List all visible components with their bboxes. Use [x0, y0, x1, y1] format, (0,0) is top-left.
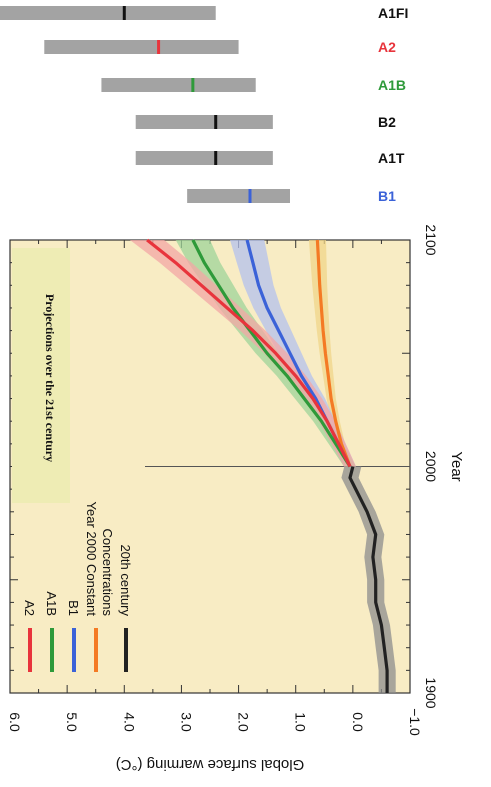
- range-bar-a1b: [101, 78, 256, 92]
- range-bar-b2: [135, 115, 273, 129]
- range-best-marker-a1fi: [122, 6, 126, 20]
- projection-annotation-box: [12, 248, 70, 503]
- temp-tick-label: 6.0: [7, 712, 23, 732]
- year-tick-label: 1900: [423, 677, 439, 708]
- series-line-a2: [146, 238, 352, 468]
- legend-label-commit-1: Year 2000 Constant: [84, 502, 99, 617]
- range-bar-a1t: [135, 151, 273, 165]
- range-bar-a1fi: [0, 6, 216, 20]
- temp-tick-label: −1.0: [407, 708, 423, 736]
- temp-tick-label: 4.0: [121, 712, 137, 732]
- x-axis-title: Year: [448, 451, 465, 481]
- legend-label-a1b: A1B: [44, 591, 59, 616]
- y-axis-title: Global surface warming (°C): [116, 756, 305, 773]
- legend-label-b1: B1: [66, 600, 81, 616]
- range-label-a1b: A1B: [378, 77, 406, 93]
- range-best-marker-a1t: [214, 151, 218, 165]
- series-line-commit: [315, 239, 352, 468]
- legend-label-20th: 20th century: [118, 544, 133, 616]
- range-label-b1: B1: [378, 188, 396, 204]
- range-best-marker-a1b: [191, 78, 195, 92]
- projection-annotation-text: Projections over the 21st century: [43, 294, 57, 462]
- legend-label-a2: A2: [22, 600, 37, 616]
- range-bar-a2: [44, 40, 239, 54]
- band-a2: [130, 240, 356, 467]
- temp-tick-label: 1.0: [293, 712, 309, 732]
- temp-tick-label: 0.0: [350, 712, 366, 732]
- series-line-20th: [348, 466, 389, 693]
- range-bar-b1: [187, 189, 290, 203]
- temp-tick-label: 3.0: [178, 712, 194, 732]
- range-label-b2: B2: [378, 114, 396, 130]
- year-tick-label: 2100: [423, 224, 439, 255]
- range-best-marker-b2: [214, 115, 218, 129]
- range-best-marker-b1: [248, 189, 252, 203]
- temp-tick-label: 2.0: [236, 712, 252, 732]
- legend-label-commit-2: Concentrations: [100, 529, 115, 617]
- temp-tick-label: 5.0: [64, 712, 80, 732]
- range-label-a2: A2: [378, 39, 396, 55]
- range-label-a1fi: A1FI: [378, 5, 408, 21]
- year-tick-label: 2000: [423, 451, 439, 482]
- range-best-marker-a2: [157, 40, 161, 54]
- range-label-a1t: A1T: [378, 150, 405, 166]
- series-line-a1b: [191, 239, 352, 468]
